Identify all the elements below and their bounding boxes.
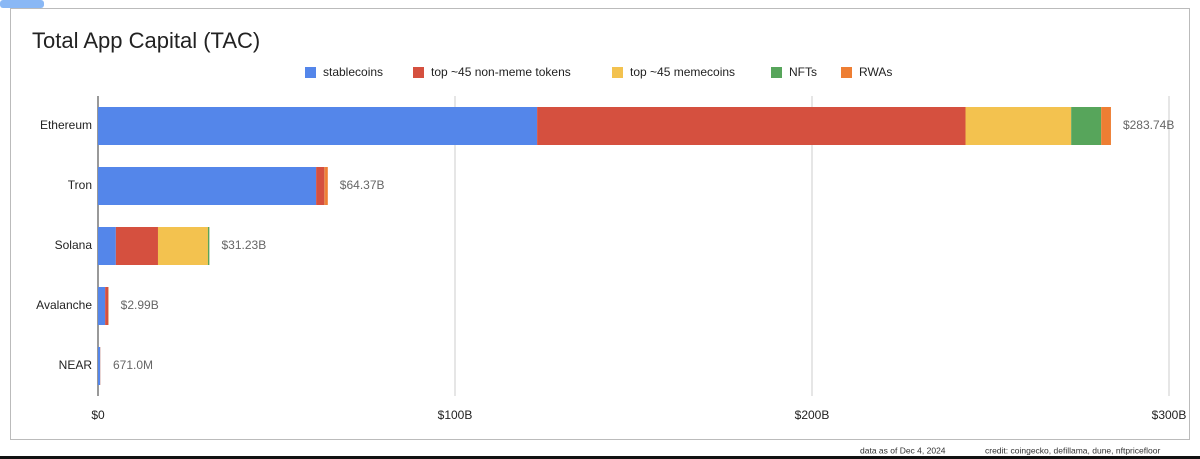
- chart-title: Total App Capital (TAC): [32, 28, 260, 53]
- legend-label: NFTs: [789, 65, 817, 79]
- y-tick-label: Tron: [68, 178, 92, 192]
- total-label: $31.23B: [221, 238, 266, 252]
- total-label: $2.99B: [121, 298, 159, 312]
- y-tick-label: Solana: [55, 238, 93, 252]
- legend-swatch: [771, 67, 782, 78]
- legend-swatch: [413, 67, 424, 78]
- bar-segment: [325, 167, 328, 205]
- bar-segment: [115, 227, 158, 265]
- total-label: 671.0M: [113, 358, 153, 372]
- bar-segment: [207, 227, 210, 265]
- note: credit: coingecko, defillama, dune, nftp…: [985, 445, 1160, 455]
- y-tick-label: NEAR: [59, 358, 93, 372]
- x-tick-label: $100B: [438, 408, 473, 422]
- bar-segment: [316, 167, 325, 205]
- legend-label: RWAs: [859, 65, 892, 79]
- bar-segment: [98, 287, 106, 325]
- bar-segment: [98, 107, 538, 145]
- total-label: $283.74B: [1123, 118, 1174, 132]
- bar-segment: [98, 347, 101, 385]
- legend-label: top ~45 memecoins: [630, 65, 735, 79]
- x-tick-label: $0: [91, 408, 105, 422]
- legend-swatch: [305, 67, 316, 78]
- note: data as of Dec 4, 2024: [860, 445, 946, 455]
- legend-label: top ~45 non-meme tokens: [431, 65, 571, 79]
- x-tick-label: $300B: [1152, 408, 1187, 422]
- bar-segment: [98, 227, 116, 265]
- bar-segment: [965, 107, 1072, 145]
- legend-swatch: [841, 67, 852, 78]
- x-tick-label: $200B: [795, 408, 830, 422]
- legend-label: stablecoins: [323, 65, 383, 79]
- bar-segment: [157, 227, 208, 265]
- bar-segment: [98, 167, 317, 205]
- bar-segment: [1071, 107, 1102, 145]
- y-tick-label: Ethereum: [40, 118, 92, 132]
- total-label: $64.37B: [340, 178, 385, 192]
- legend-swatch: [612, 67, 623, 78]
- bar-segment: [105, 287, 109, 325]
- bar-segment: [1101, 107, 1111, 145]
- corner-tab: [0, 0, 44, 8]
- bar-segment: [537, 107, 966, 145]
- y-tick-label: Avalanche: [36, 298, 92, 312]
- chart-frame: [10, 8, 1190, 440]
